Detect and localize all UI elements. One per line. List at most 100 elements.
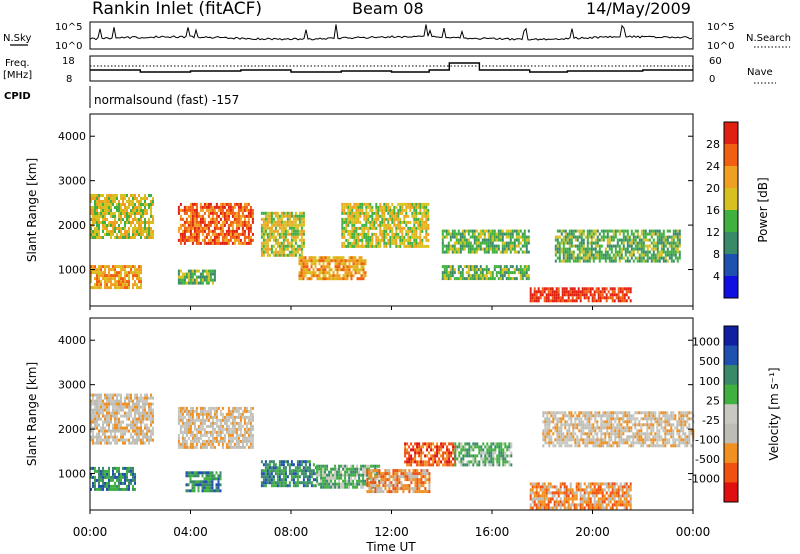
scatter-cell bbox=[134, 224, 136, 227]
scatter-cell bbox=[395, 226, 398, 230]
scatter-cell bbox=[148, 429, 150, 433]
scatter-cell bbox=[296, 481, 299, 485]
scatter-cell bbox=[481, 232, 484, 236]
scatter-cell bbox=[231, 220, 234, 224]
scatter-cell bbox=[402, 490, 405, 494]
scatter-cell bbox=[414, 475, 417, 479]
scatter-cell bbox=[477, 232, 480, 236]
scatter-cell bbox=[398, 478, 401, 482]
scatter-cell bbox=[483, 247, 486, 251]
scatter-cell bbox=[138, 408, 140, 412]
scatter-cell bbox=[181, 418, 184, 422]
scatter-cell bbox=[618, 253, 621, 257]
scatter-cell bbox=[296, 466, 299, 470]
scatter-cell bbox=[140, 197, 142, 200]
scatter-cell bbox=[341, 244, 344, 248]
scatter-cell bbox=[420, 448, 423, 452]
scatter-cell bbox=[523, 271, 526, 275]
scatter-cell bbox=[213, 205, 216, 209]
scatter-cell bbox=[211, 220, 214, 224]
scatter-cell bbox=[352, 473, 355, 477]
scatter-cell bbox=[96, 209, 98, 212]
scatter-cell bbox=[270, 235, 273, 239]
scatter-cell bbox=[132, 212, 134, 215]
scatter-cell bbox=[666, 250, 669, 254]
scatter-cell bbox=[94, 402, 96, 406]
scatter-cell bbox=[566, 232, 569, 236]
scatter-cell bbox=[477, 241, 480, 245]
scatter-cell bbox=[495, 232, 498, 236]
scatter-cell bbox=[370, 490, 373, 494]
scatter-cell bbox=[247, 211, 250, 215]
scatter-cell bbox=[614, 250, 617, 254]
scatter-cell bbox=[370, 481, 373, 485]
scatter-cell bbox=[98, 212, 100, 215]
scatter-cell bbox=[419, 244, 422, 248]
scatter-cell bbox=[96, 286, 98, 290]
scatter-cell bbox=[427, 244, 430, 248]
scatter-cell bbox=[505, 247, 508, 251]
scatter-cell bbox=[343, 202, 346, 206]
scatter-cell bbox=[276, 229, 279, 233]
scatter-cell bbox=[404, 472, 407, 476]
scatter-cell bbox=[187, 418, 190, 422]
scatter-cell bbox=[587, 299, 590, 303]
scatter-cell bbox=[349, 205, 352, 209]
scatter-cell bbox=[413, 211, 416, 215]
scatter-cell bbox=[566, 256, 569, 260]
scatter-cell bbox=[211, 483, 214, 487]
scatter-cell bbox=[318, 482, 321, 486]
scatter-cell bbox=[314, 484, 317, 488]
scatter-cell bbox=[580, 250, 583, 254]
scatter-cell bbox=[349, 211, 352, 215]
scatter-cell bbox=[187, 412, 190, 416]
scatter-cell bbox=[211, 278, 214, 282]
scatter-cell bbox=[397, 214, 400, 218]
scatter-cell bbox=[102, 429, 104, 433]
scatter-cell bbox=[355, 214, 358, 218]
scatter-cell bbox=[98, 271, 100, 275]
scatter-cell bbox=[334, 277, 337, 281]
scatter-cell bbox=[128, 441, 130, 445]
scatter-cell bbox=[376, 464, 379, 468]
scatter-cell bbox=[197, 430, 200, 434]
scatter-cell bbox=[404, 487, 407, 491]
scatter-cell bbox=[219, 489, 222, 493]
scatter-cell bbox=[233, 415, 236, 419]
scatter-cell bbox=[140, 212, 142, 215]
scatter-cell bbox=[357, 241, 360, 245]
scatter-cell bbox=[410, 481, 413, 485]
scatter-cell bbox=[114, 230, 116, 233]
scatter-cell bbox=[191, 483, 194, 487]
scatter-cell bbox=[134, 408, 136, 412]
scatter-cell bbox=[199, 412, 202, 416]
scatter-cell bbox=[557, 287, 560, 291]
scatter-cell bbox=[130, 393, 132, 397]
scatter-cell bbox=[640, 232, 643, 236]
scatter-cell bbox=[412, 448, 415, 452]
scatter-cell bbox=[379, 226, 382, 230]
scatter-cell bbox=[282, 463, 285, 467]
scatter-cell bbox=[262, 244, 265, 248]
scatter-cell bbox=[134, 280, 136, 284]
scatter-cell bbox=[316, 470, 319, 474]
scatter-cell bbox=[209, 415, 212, 419]
scatter-cell bbox=[529, 287, 532, 291]
scatter-cell bbox=[497, 247, 500, 251]
scatter-cell bbox=[447, 265, 450, 269]
scatter-cell bbox=[343, 211, 346, 215]
scatter-cell bbox=[225, 235, 228, 239]
scatter-cell bbox=[411, 205, 414, 209]
scatter-cell bbox=[185, 483, 188, 487]
scatter-cell bbox=[146, 399, 148, 403]
scatter-cell bbox=[558, 259, 561, 263]
scatter-cell bbox=[179, 238, 182, 242]
scatter-cell bbox=[381, 217, 384, 221]
scatter-cell bbox=[221, 220, 224, 224]
scatter-cell bbox=[146, 402, 148, 406]
scatter-cell bbox=[306, 466, 309, 470]
scatter-cell bbox=[247, 214, 250, 218]
scatter-cell bbox=[505, 277, 508, 281]
scatter-cell bbox=[110, 414, 112, 418]
